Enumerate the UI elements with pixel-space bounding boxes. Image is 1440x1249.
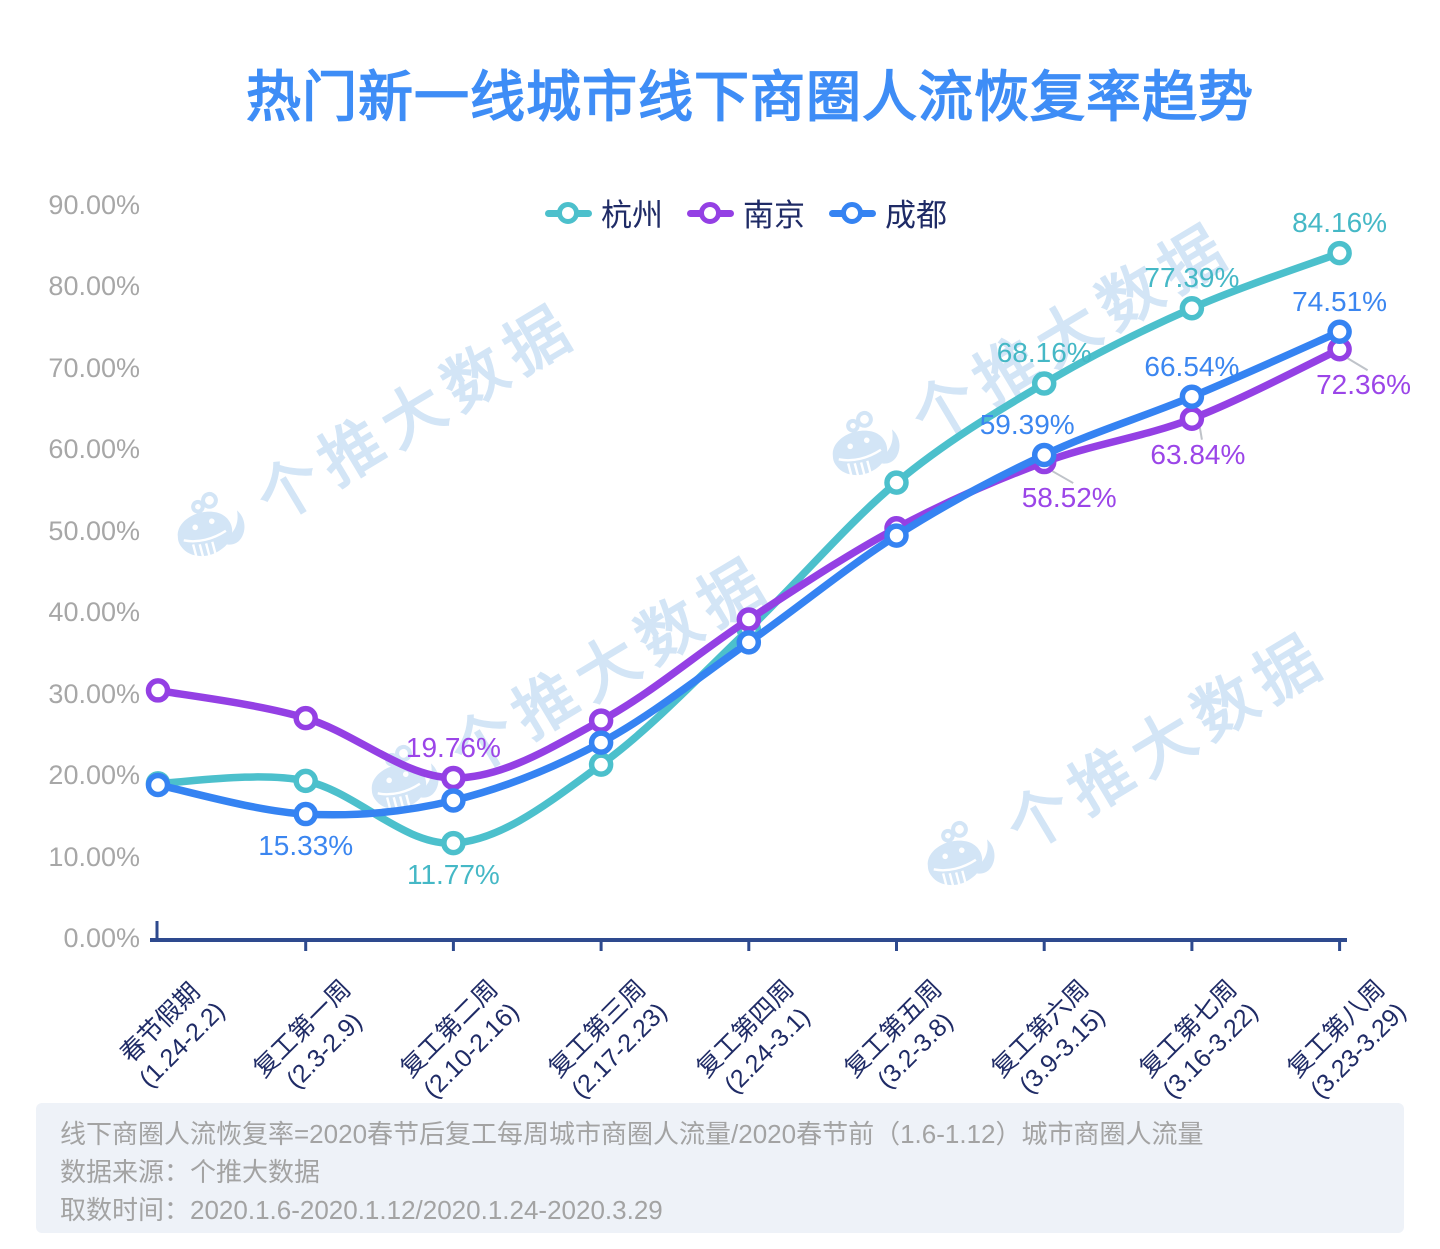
data-point-chengdu-2[interactable] bbox=[441, 788, 466, 813]
label-leader-line bbox=[1198, 427, 1203, 440]
data-point-nanjing-0[interactable] bbox=[145, 678, 171, 703]
data-point-chengdu-6[interactable] bbox=[1031, 442, 1057, 468]
chart-legend: 杭州 南京 成都 bbox=[0, 190, 1440, 235]
data-point-nanjing-4[interactable] bbox=[736, 607, 762, 632]
value-label-hangzhou-7: 77.39% bbox=[1144, 262, 1240, 294]
value-label-nanjing-6: 58.52% bbox=[1021, 482, 1117, 514]
y-axis-label: 60.00% bbox=[48, 434, 140, 464]
data-point-chengdu-8[interactable] bbox=[1327, 319, 1352, 344]
y-axis-label: 10.00% bbox=[48, 841, 140, 872]
value-label-chengdu-8: 74.51% bbox=[1292, 285, 1388, 317]
data-point-chengdu-0[interactable] bbox=[145, 772, 171, 798]
y-axis-label: 0.00% bbox=[63, 923, 140, 953]
data-point-nanjing-3[interactable] bbox=[588, 708, 614, 733]
footer-formula: 线下商圈人流恢复率=2020春节后复工每周城市商圈人流量/2020春节前（1.6… bbox=[60, 1119, 1204, 1149]
data-point-chengdu-3[interactable] bbox=[588, 730, 614, 755]
label-leader-line bbox=[1347, 357, 1369, 372]
footer-data-source: 数据来源：个推大数据 bbox=[60, 1157, 321, 1187]
data-point-hangzhou-1[interactable] bbox=[293, 768, 318, 794]
legend-marker-icon bbox=[829, 201, 876, 225]
value-label-nanjing-2: 19.76% bbox=[405, 731, 501, 763]
data-point-chengdu-7[interactable] bbox=[1179, 384, 1205, 409]
y-axis-label: 20.00% bbox=[48, 760, 140, 790]
series-line-hangzhou bbox=[154, 249, 1344, 847]
series-line-nanjing bbox=[154, 345, 1344, 782]
value-label-chengdu-6: 59.39% bbox=[979, 408, 1075, 440]
data-point-nanjing-1[interactable] bbox=[293, 705, 318, 731]
value-label-hangzhou-6: 68.16% bbox=[996, 337, 1092, 369]
label-leader-line bbox=[1051, 470, 1074, 484]
legend-dot-icon bbox=[699, 201, 721, 224]
legend-dot-icon bbox=[557, 201, 579, 224]
y-axis-label: 40.00% bbox=[48, 597, 140, 627]
legend-marker-icon bbox=[687, 201, 734, 225]
legend-item-chengdu[interactable]: 成都 bbox=[829, 190, 947, 235]
data-point-chengdu-4[interactable] bbox=[736, 630, 762, 655]
footer-note: 线下商圈人流恢复率=2020春节后复工每周城市商圈人流量/2020春节前（1.6… bbox=[36, 1103, 1404, 1233]
data-point-chengdu-5[interactable] bbox=[884, 523, 909, 548]
y-axis-label: 70.00% bbox=[48, 352, 140, 383]
legend-item-hangzhou[interactable]: 杭州 bbox=[545, 190, 663, 235]
chart-title: 热门新一线城市线下商圈人流恢复率趋势 bbox=[245, 66, 1254, 128]
value-label-hangzhou-8: 84.16% bbox=[1292, 207, 1388, 239]
y-axis-label: 50.00% bbox=[48, 515, 140, 546]
legend-label: 成都 bbox=[885, 198, 947, 233]
data-point-hangzhou-3[interactable] bbox=[588, 752, 614, 777]
value-label-nanjing-8: 72.36% bbox=[1316, 369, 1412, 401]
legend-item-nanjing[interactable]: 南京 bbox=[687, 190, 805, 235]
legend-dot-icon bbox=[841, 201, 863, 224]
data-point-hangzhou-8[interactable] bbox=[1327, 240, 1352, 266]
legend-label: 南京 bbox=[743, 198, 805, 233]
y-axis-label: 80.00% bbox=[48, 271, 140, 301]
data-point-hangzhou-6[interactable] bbox=[1031, 371, 1057, 396]
data-point-hangzhou-5[interactable] bbox=[884, 470, 909, 495]
footer-date-range: 取数时间：2020.1.6-2020.1.12/2020.1.24-2020.3… bbox=[60, 1195, 663, 1225]
value-label-hangzhou-2: 11.77% bbox=[406, 859, 500, 891]
data-point-hangzhou-2[interactable] bbox=[441, 830, 466, 856]
value-label-chengdu-1: 15.33% bbox=[258, 830, 354, 862]
y-axis-label: 30.00% bbox=[48, 678, 140, 709]
data-point-nanjing-7[interactable] bbox=[1179, 406, 1205, 431]
data-point-nanjing-2[interactable] bbox=[441, 765, 466, 791]
y-axis-label: 90.00% bbox=[48, 189, 140, 220]
data-point-hangzhou-7[interactable] bbox=[1179, 296, 1205, 321]
series-line-chengdu bbox=[154, 327, 1344, 819]
data-point-chengdu-1[interactable] bbox=[293, 801, 318, 827]
value-label-chengdu-7: 66.54% bbox=[1144, 350, 1240, 382]
legend-marker-icon bbox=[545, 201, 592, 225]
legend-label: 杭州 bbox=[601, 198, 663, 233]
value-label-nanjing-7: 63.84% bbox=[1150, 438, 1246, 470]
